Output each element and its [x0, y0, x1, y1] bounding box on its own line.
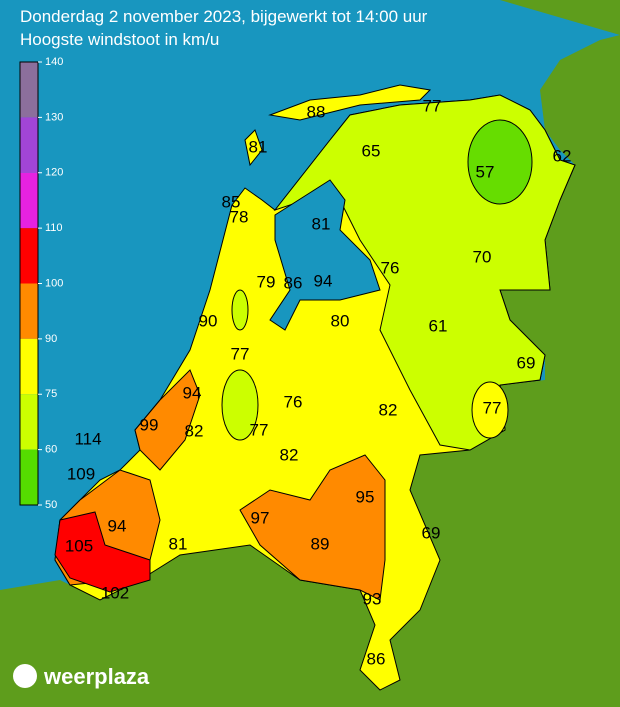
ijsselmeer	[269, 179, 381, 331]
station-value: 88	[307, 102, 326, 121]
legend-label: 130	[45, 111, 63, 123]
legend-label: 110	[45, 222, 63, 234]
station-value: 86	[284, 273, 303, 292]
zone-60-75	[231, 289, 249, 331]
zone-50-60	[467, 119, 533, 205]
station-value: 81	[249, 137, 268, 156]
station-value: 114	[74, 429, 101, 448]
zone-90-100	[239, 454, 386, 601]
station-value: 82	[379, 400, 398, 419]
subtitle: Hoogste windstoot in km/u	[20, 30, 219, 49]
islands	[244, 129, 263, 167]
station-value: 77	[231, 344, 250, 363]
station-value: 81	[169, 534, 188, 553]
station-value: 78	[230, 207, 249, 226]
title: Donderdag 2 november 2023, bijgewerkt to…	[20, 7, 428, 26]
legend-swatch	[20, 117, 38, 173]
legend-label: 140	[45, 56, 63, 68]
legend-swatch	[20, 172, 38, 229]
station-value: 80	[331, 311, 350, 330]
station-value: 90	[199, 311, 218, 330]
legend-swatch	[20, 62, 38, 118]
legend-swatch	[20, 449, 38, 505]
station-value: 77	[483, 398, 502, 417]
legend: 140 130 120 110 100 90 75 60 50	[19, 56, 63, 511]
station-value: 105	[65, 536, 93, 555]
legend-swatch	[20, 228, 38, 284]
station-value: 76	[284, 392, 303, 411]
station-value: 93	[363, 589, 382, 608]
zone-100-110	[54, 511, 151, 593]
zone-60-75	[221, 369, 259, 441]
station-value: 94	[108, 516, 127, 535]
logo-text: weerplaza	[43, 664, 150, 689]
zone-90-100	[134, 369, 201, 471]
station-value: 57	[476, 162, 495, 181]
station-value: 102	[101, 583, 129, 602]
station-value: 82	[280, 445, 299, 464]
station-value: 79	[257, 272, 276, 291]
station-value: 85	[222, 192, 241, 211]
islands	[268, 84, 432, 121]
station-value: 95	[356, 487, 375, 506]
station-value: 86	[367, 649, 386, 668]
station-value: 69	[422, 523, 441, 542]
station-value: 65	[362, 141, 381, 160]
legend-swatch	[20, 338, 38, 395]
station-value: 77	[250, 420, 269, 439]
logo: weerplaza	[13, 664, 150, 689]
station-value: 70	[473, 247, 492, 266]
legend-label: 90	[45, 333, 57, 345]
station-value: 109	[67, 464, 95, 483]
legend-label: 120	[45, 167, 63, 179]
station-value: 69	[517, 353, 536, 372]
station-value: 94	[314, 271, 333, 290]
station-value: 82	[185, 421, 204, 440]
station-value: 81	[312, 214, 331, 233]
station-value: 77	[423, 96, 442, 115]
station-value: 76	[381, 258, 400, 277]
legend-label: 60	[45, 444, 57, 456]
station-value: 99	[140, 415, 159, 434]
logo-icon	[13, 664, 37, 688]
zone-75-90	[471, 381, 509, 439]
station-value: 97	[251, 508, 270, 527]
legend-label: 50	[45, 499, 57, 511]
station-value: 61	[429, 316, 448, 335]
legend-label: 100	[45, 277, 63, 289]
station-value: 94	[183, 383, 202, 402]
station-value: 62	[553, 146, 572, 165]
legend-label: 75	[45, 388, 57, 400]
station-value: 89	[311, 534, 330, 553]
legend-swatch	[20, 283, 38, 339]
legend-swatch	[20, 394, 38, 450]
